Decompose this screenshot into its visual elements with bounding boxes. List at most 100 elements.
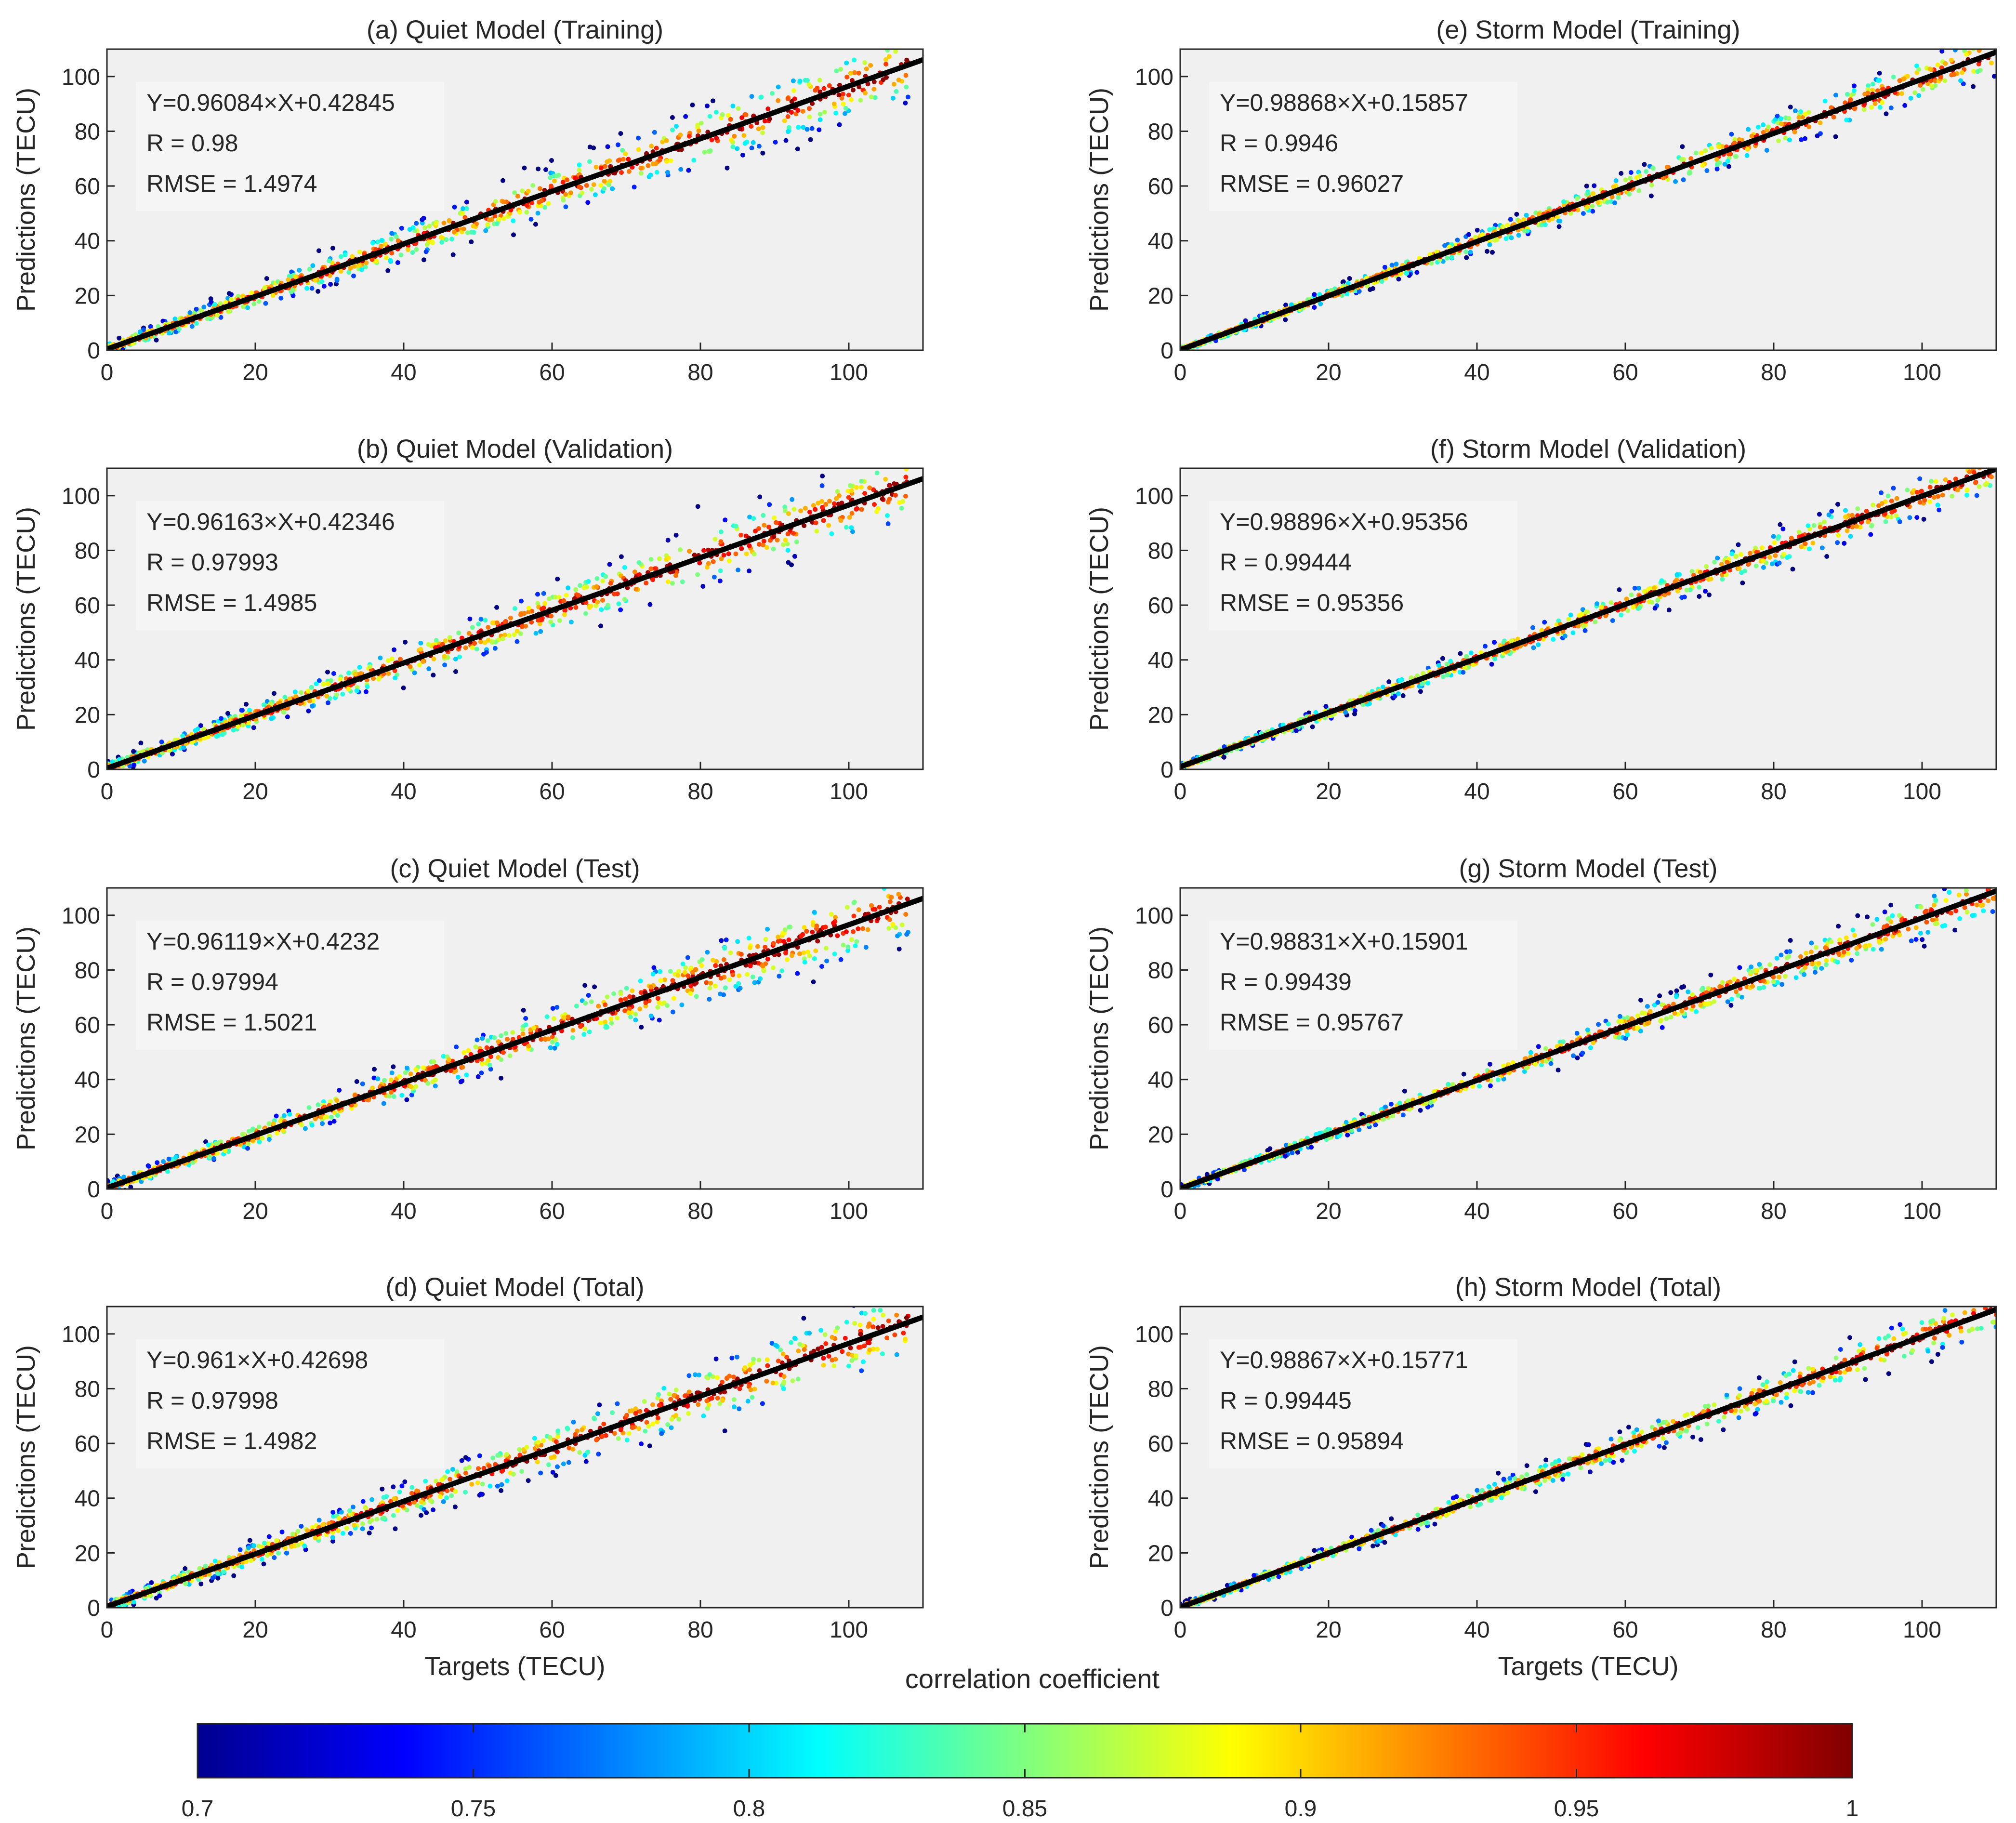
scatter-point [885,49,890,53]
scatter-point [656,1392,661,1397]
scatter-point [774,520,779,525]
scatter-point [336,1528,341,1533]
scatter-point [346,670,351,675]
scatter-point [473,1044,478,1049]
scatter-point [626,157,631,162]
scatter-point [752,1387,757,1392]
scatter-point [860,926,866,931]
scatter-point [669,1417,674,1422]
scatter-point [813,520,818,526]
scatter-point [865,81,870,87]
scatter-point [1449,255,1454,260]
scatter-point [231,1573,237,1578]
scatter-point [1761,122,1766,127]
scatter-point [1914,63,1919,68]
scatter-point [880,1351,885,1356]
scatter-point [397,1074,402,1079]
scatter-point [655,996,660,1001]
scatter-point [1872,101,1878,106]
scatter-point [206,1142,211,1148]
scatter-point [713,109,719,115]
scatter-point [549,184,553,189]
scatter-point [256,1124,262,1130]
scatter-point [1585,204,1590,210]
scatter-point [1612,200,1617,205]
scatter-point [636,135,641,141]
scatter-point [582,983,588,988]
scatter-point [1746,127,1751,132]
scatter-point [1737,566,1742,571]
scatter-point [863,1311,868,1316]
scatter-point [776,952,781,957]
scatter-point [653,566,659,571]
scatter-point [740,152,745,158]
scatter-point [560,180,566,185]
scatter-point [1989,442,1994,447]
x-tick-label: 20 [242,779,268,805]
scatter-point [363,1505,368,1510]
scatter-point [616,142,620,147]
scatter-point [295,1529,301,1534]
scatter-point [736,106,741,111]
scatter-point [785,957,790,962]
scatter-point [1595,200,1601,205]
scatter-point [1394,262,1399,267]
scatter-point [461,206,466,211]
scatter-point [708,980,713,986]
scatter-point [815,85,820,91]
scatter-point [523,1022,528,1028]
scatter-point [1516,233,1521,238]
scatter-point [1766,124,1771,130]
scatter-point [826,1354,831,1359]
scatter-point [1803,111,1808,117]
x-tick-label: 0 [101,1199,114,1224]
scatter-point [486,1058,491,1063]
scatter-point [880,1324,885,1329]
scatter-point [758,95,764,100]
scatter-point [107,1190,112,1195]
scatter-point [771,941,776,946]
y-tick-label: 20 [75,1122,100,1148]
x-tick-label: 60 [539,1199,565,1224]
scatter-point [585,200,591,205]
scatter-point [778,1347,783,1352]
scatter-point [670,581,675,586]
scatter-point [526,606,531,610]
scatter-point [732,133,737,139]
scatter-point [337,1088,342,1093]
scatter-point [1991,74,1996,79]
scatter-point [1699,150,1704,156]
scatter-point [859,507,864,512]
y-axis-label: Predictions (TECU) [12,926,40,1150]
scatter-point [799,933,804,938]
scatter-point [676,969,681,974]
scatter-point [765,1363,770,1368]
scatter-point [648,566,654,571]
scatter-point [890,922,896,927]
y-tick-label: 100 [62,1322,100,1347]
scatter-point [835,1325,840,1331]
scatter-point [653,161,659,166]
scatter-point [616,1436,621,1441]
y-tick-label: 60 [1148,174,1173,199]
scatter-point [831,101,837,106]
scatter-point [533,222,538,227]
scatter-point [892,1332,897,1337]
scatter-point [1761,130,1766,135]
scatter-point [295,1543,301,1548]
scatter-point [518,631,523,636]
scatter-point [745,972,750,977]
scatter-point [696,1402,701,1407]
scatter-point [1574,196,1580,201]
scatter-point [789,99,794,104]
scatter-point [646,1424,651,1429]
scatter-point [1870,88,1875,93]
scatter-point [783,538,788,542]
scatter-point [155,1160,160,1165]
scatter-point [316,678,322,683]
scatter-point [408,1071,413,1077]
scatter-point [843,106,848,111]
scatter-point [420,659,425,664]
scatter-point [371,1075,377,1081]
scatter-point [481,1466,487,1471]
